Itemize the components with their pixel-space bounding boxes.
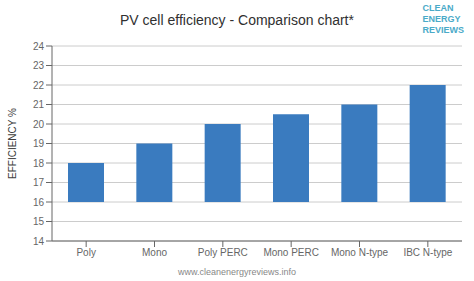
svg-text:20: 20 — [33, 119, 45, 130]
svg-text:23: 23 — [33, 60, 45, 71]
svg-text:22: 22 — [33, 80, 45, 91]
html-text:www.cleanenergyreviews.info: www.cleanenergyreviews.info — [178, 267, 296, 277]
svg-text:18: 18 — [33, 158, 45, 169]
html-text:PV cell efficiency - Compariso: PV cell efficiency - Comparison chart* — [120, 12, 354, 28]
svg-text:Mono N-type: Mono N-type — [331, 247, 389, 258]
svg-text:Poly: Poly — [76, 247, 95, 258]
html-text:ENERGY: ENERGY — [422, 14, 461, 24]
svg-text:EFFICIENCY %: EFFICIENCY % — [8, 108, 18, 179]
svg-text:Mono: Mono — [142, 247, 167, 258]
html-text:CLEAN: CLEAN — [422, 3, 454, 13]
svg-text:24: 24 — [33, 41, 45, 52]
svg-text:Poly PERC: Poly PERC — [198, 247, 248, 258]
svg-text:IBC N-type: IBC N-type — [403, 247, 452, 258]
svg-text:17: 17 — [33, 177, 45, 188]
svg-text:21: 21 — [33, 99, 45, 110]
svg-text:19: 19 — [33, 138, 45, 149]
svg-text:16: 16 — [33, 197, 45, 208]
html-text:REVIEWS: REVIEWS — [422, 25, 464, 35]
svg-text:15: 15 — [33, 216, 45, 227]
svg-text:14: 14 — [33, 236, 45, 247]
svg-text:Mono PERC: Mono PERC — [263, 247, 319, 258]
